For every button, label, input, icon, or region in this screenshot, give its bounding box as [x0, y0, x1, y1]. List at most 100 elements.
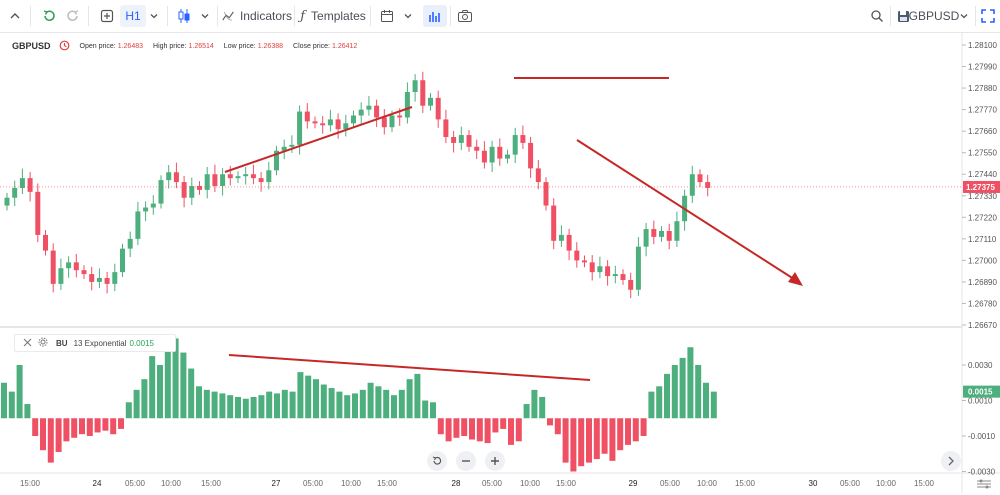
- candle-body[interactable]: [474, 146, 480, 151]
- oscillator-bar[interactable]: [476, 418, 483, 442]
- oscillator-bar[interactable]: [149, 356, 156, 419]
- candle-body[interactable]: [566, 234, 572, 251]
- oscillator-bar[interactable]: [219, 393, 226, 419]
- oscillator-bar[interactable]: [297, 372, 304, 419]
- oscillator-bar[interactable]: [133, 389, 140, 419]
- oscillator-bar[interactable]: [414, 373, 421, 419]
- candle-body[interactable]: [258, 178, 264, 183]
- oscillator-bar[interactable]: [515, 418, 522, 442]
- oscillator-bar[interactable]: [469, 418, 475, 440]
- oscillator-bar[interactable]: [8, 391, 15, 419]
- oscillator-bar[interactable]: [445, 418, 452, 442]
- oscillator-bar[interactable]: [250, 396, 257, 419]
- candle-body[interactable]: [389, 115, 395, 128]
- candle-body[interactable]: [143, 207, 149, 212]
- oscillator-bar[interactable]: [71, 418, 78, 438]
- oscillator-bar[interactable]: [336, 391, 343, 419]
- settings-icon[interactable]: [975, 477, 995, 491]
- oscillator-bar[interactable]: [79, 418, 85, 435]
- camera-icon[interactable]: [454, 0, 476, 32]
- oscillator-bar[interactable]: [578, 418, 585, 467]
- candle-body[interactable]: [27, 178, 33, 192]
- oscillator-bar[interactable]: [86, 418, 93, 436]
- collapse-up-icon[interactable]: [4, 0, 26, 32]
- candle-body[interactable]: [358, 109, 364, 116]
- oscillator-bar[interactable]: [500, 418, 507, 429]
- oscillator-bar[interactable]: [422, 400, 429, 419]
- candle-body[interactable]: [620, 274, 626, 280]
- candle-body[interactable]: [451, 137, 457, 143]
- candle-body[interactable]: [412, 80, 418, 92]
- candle-body[interactable]: [428, 97, 433, 106]
- candle-body[interactable]: [181, 182, 187, 198]
- candle-body[interactable]: [543, 182, 549, 206]
- oscillator-bar[interactable]: [203, 389, 210, 419]
- candles-icon[interactable]: [174, 0, 194, 32]
- chart-canvas[interactable]: 1.28100 1.27990 1.27880 1.27770 1.27660 1.275…: [0, 32, 1000, 493]
- oscillator-bar[interactable]: [547, 418, 553, 426]
- oscillator-bar[interactable]: [601, 418, 608, 454]
- oscillator-bar[interactable]: [398, 389, 405, 419]
- oscillator-bar[interactable]: [118, 418, 124, 429]
- candle-body[interactable]: [12, 187, 18, 198]
- candle-body[interactable]: [443, 119, 449, 138]
- oscillator-bar[interactable]: [562, 418, 569, 463]
- candle-body[interactable]: [304, 111, 310, 122]
- candle-body[interactable]: [243, 174, 249, 177]
- zoom-out-button[interactable]: [456, 451, 476, 471]
- interval-button[interactable]: H1: [120, 5, 146, 27]
- candle-body[interactable]: [397, 115, 403, 118]
- candle-body[interactable]: [96, 278, 102, 282]
- oscillator-bar[interactable]: [586, 418, 592, 463]
- candle-body[interactable]: [227, 174, 233, 179]
- oscillator-bar[interactable]: [313, 379, 319, 419]
- oscillator-bar[interactable]: [703, 382, 709, 419]
- oscillator-bar[interactable]: [625, 418, 631, 445]
- oscillator-bar[interactable]: [188, 368, 195, 419]
- candle-body[interactable]: [150, 203, 156, 208]
- candle-body[interactable]: [481, 150, 487, 163]
- oscillator-bar[interactable]: [679, 357, 686, 419]
- candle-body[interactable]: [689, 174, 695, 196]
- oscillator-bar[interactable]: [32, 418, 39, 436]
- candle-body[interactable]: [659, 231, 664, 237]
- indicators-button[interactable]: Indicators: [222, 0, 292, 32]
- oscillator-bar[interactable]: [671, 365, 678, 419]
- oscillator-bar[interactable]: [328, 388, 335, 419]
- oscillator-bar[interactable]: [16, 365, 23, 419]
- candle-body[interactable]: [266, 170, 272, 183]
- candle-body[interactable]: [166, 172, 172, 181]
- oscillator-bar[interactable]: [461, 418, 468, 436]
- candle-body[interactable]: [589, 262, 595, 273]
- candle-body[interactable]: [651, 229, 657, 237]
- oscillator-bar[interactable]: [617, 418, 624, 451]
- oscillator-bar[interactable]: [406, 379, 413, 419]
- rising-trendline[interactable]: [224, 106, 413, 173]
- oscillator-bar[interactable]: [710, 391, 717, 419]
- oscillator-bar[interactable]: [609, 418, 616, 461]
- oscillator-bar[interactable]: [383, 389, 390, 419]
- oscillator-bar[interactable]: [242, 398, 249, 419]
- candle-body[interactable]: [320, 123, 326, 126]
- candle-body[interactable]: [551, 205, 557, 241]
- candle-body[interactable]: [643, 229, 649, 247]
- candle-body[interactable]: [505, 154, 510, 159]
- oscillator-bar[interactable]: [648, 391, 655, 419]
- oscillator-bar[interactable]: [274, 393, 280, 419]
- oscillator-bar[interactable]: [110, 418, 117, 435]
- candle-body[interactable]: [58, 268, 64, 284]
- candle-body[interactable]: [127, 238, 133, 249]
- candle-body[interactable]: [458, 135, 464, 143]
- reset-zoom-button[interactable]: [427, 451, 447, 471]
- candle-body[interactable]: [520, 135, 526, 143]
- oscillator-bar[interactable]: [687, 347, 694, 419]
- candle-body[interactable]: [4, 197, 10, 206]
- oscillator-bar[interactable]: [554, 418, 561, 435]
- candle-body[interactable]: [558, 234, 564, 241]
- candle-body[interactable]: [297, 111, 303, 145]
- candle-body[interactable]: [574, 250, 580, 261]
- oscillator-bar[interactable]: [102, 418, 109, 431]
- oscillator-bar[interactable]: [24, 404, 31, 419]
- oscillator-divergence-line[interactable]: [228, 354, 591, 381]
- oscillator-bar[interactable]: [55, 418, 62, 452]
